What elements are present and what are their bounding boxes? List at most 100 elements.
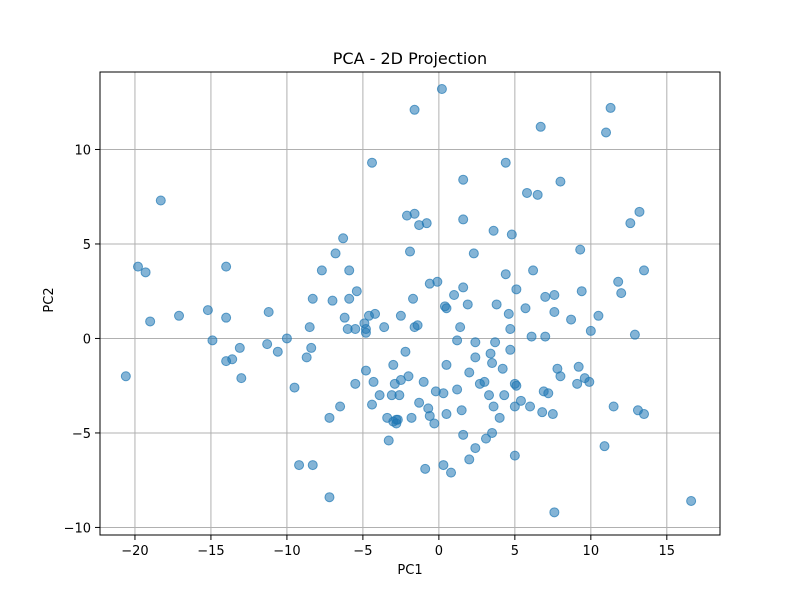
data-point — [549, 307, 560, 318]
x-tick-label: 15 — [659, 544, 676, 559]
data-point — [549, 289, 560, 300]
data-point — [438, 388, 449, 399]
x-tick-label: −10 — [273, 544, 300, 559]
data-point — [262, 339, 273, 350]
data-point — [344, 293, 355, 304]
data-point — [446, 467, 457, 478]
data-point — [639, 409, 650, 420]
data-point — [330, 248, 341, 259]
data-point — [174, 310, 185, 321]
data-point — [470, 352, 481, 363]
data-point — [462, 299, 473, 310]
data-point — [515, 395, 526, 406]
data-point — [494, 412, 505, 423]
data-point — [528, 265, 539, 276]
data-point — [572, 378, 583, 389]
data-point — [458, 429, 469, 440]
data-point — [616, 288, 627, 299]
data-point — [497, 363, 508, 374]
data-point — [575, 244, 586, 255]
data-point — [374, 390, 385, 401]
grid — [100, 72, 720, 535]
data-point — [350, 324, 361, 335]
data-point — [487, 427, 498, 438]
data-point — [335, 401, 346, 412]
data-point — [438, 460, 449, 471]
data-point — [418, 376, 429, 387]
data-point — [409, 208, 420, 219]
data-points — [120, 84, 697, 518]
data-point — [360, 365, 371, 376]
data-point — [339, 312, 350, 323]
data-point — [458, 174, 469, 185]
data-point — [409, 104, 420, 115]
data-point — [272, 346, 283, 357]
data-point — [625, 218, 636, 229]
data-point — [405, 246, 415, 257]
data-point — [500, 157, 511, 168]
data-point — [234, 342, 245, 353]
data-point — [412, 320, 423, 331]
data-point — [120, 371, 131, 382]
data-point — [281, 333, 292, 344]
data-point — [601, 127, 612, 138]
data-point — [307, 293, 318, 304]
data-point — [351, 286, 362, 297]
data-point — [464, 367, 475, 378]
data-point — [491, 299, 502, 310]
data-point — [509, 401, 520, 412]
data-point — [605, 102, 616, 113]
data-point — [436, 84, 447, 95]
data-point — [452, 384, 463, 395]
x-tick-label: 0 — [435, 544, 443, 559]
data-point — [432, 276, 443, 287]
data-point — [547, 409, 558, 420]
data-point — [441, 359, 452, 370]
y-axis-label: PC2 — [42, 287, 57, 312]
y-tick-label: −10 — [64, 521, 91, 536]
data-point — [456, 405, 467, 416]
data-point — [367, 157, 378, 168]
data-point — [566, 314, 577, 325]
data-point — [468, 248, 479, 259]
data-point — [304, 322, 315, 333]
data-point — [414, 397, 425, 408]
data-point — [370, 308, 381, 319]
data-point — [140, 267, 151, 278]
data-point — [537, 407, 548, 418]
data-point — [488, 401, 499, 412]
data-point — [505, 324, 516, 335]
data-point — [202, 305, 213, 316]
data-point — [441, 303, 452, 314]
data-point — [458, 214, 469, 225]
data-point — [227, 354, 238, 365]
data-point — [145, 316, 156, 327]
data-point — [395, 310, 406, 321]
data-point — [470, 337, 481, 348]
data-point — [511, 284, 522, 295]
data-point — [470, 443, 481, 454]
y-tick-label: 10 — [74, 143, 91, 158]
data-point — [388, 359, 399, 370]
data-point — [576, 286, 587, 297]
data-point — [360, 324, 371, 335]
data-point — [316, 265, 327, 276]
data-point — [464, 454, 475, 465]
data-point — [207, 335, 218, 346]
data-point — [599, 441, 610, 452]
data-point — [452, 335, 463, 346]
data-point — [424, 410, 435, 421]
data-point — [368, 376, 379, 387]
data-point — [367, 399, 378, 410]
data-point — [327, 295, 338, 306]
data-point — [236, 373, 247, 384]
data-point — [307, 460, 318, 471]
data-point — [543, 388, 554, 399]
x-axis-label: PC1 — [397, 563, 422, 578]
data-point — [455, 322, 466, 333]
chart-title: PCA - 2D Projection — [333, 49, 487, 68]
data-point — [394, 390, 405, 401]
data-point — [506, 229, 517, 240]
x-tick-label: −5 — [353, 544, 372, 559]
